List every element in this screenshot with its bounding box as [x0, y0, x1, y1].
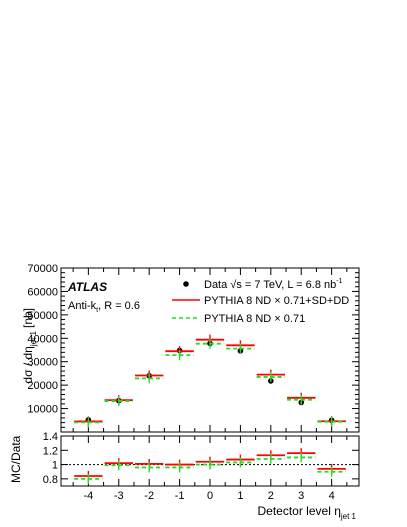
- x-axis-label-sub: jet 1: [340, 512, 357, 521]
- legend-data-label: Data √s = 7 TeV, L = 6.8 nb-1: [204, 278, 343, 291]
- main-y-tick-label: 70000: [27, 263, 58, 275]
- ratio-data-marks: [74, 448, 346, 484]
- main-y-axis-label-sub: jet 1: [29, 330, 38, 347]
- algo-label: Anti-kt, R = 0.6: [68, 300, 140, 314]
- x-tick-label: 1: [237, 490, 243, 502]
- legend: Data √s = 7 TeV, L = 6.8 nb-1 PYTHIA 8 N…: [172, 278, 349, 325]
- x-axis-label: Detector level ηjet 1: [258, 504, 357, 521]
- legend-data-marker: [183, 281, 189, 287]
- x-tick-label: 4: [329, 490, 335, 502]
- x-tick-label: -4: [83, 490, 93, 502]
- main-y-tick-label: 30000: [27, 357, 58, 369]
- x-tick-label: -3: [114, 490, 124, 502]
- x-tick-label: -2: [144, 490, 154, 502]
- legend-data-label-text: Data √s = 7 TeV, L = 6.8 nb: [204, 279, 336, 291]
- algo-label-rest: , R = 0.6: [98, 300, 140, 312]
- legend-nd-label: PYTHIA 8 ND × 0.71: [204, 313, 305, 325]
- main-y-axis-label: dσ / dηjet 1 [nb]: [21, 308, 38, 384]
- ratio-y-tick-label: 1.4: [43, 431, 58, 443]
- main-x-ticks: [72, 268, 348, 432]
- x-tick-label: -1: [175, 490, 185, 502]
- main-y-tick-label: 20000: [27, 380, 58, 392]
- ratio-x-ticks: -4 -3 -2 -1 0 1 2 3 4: [72, 436, 348, 502]
- ratio-y-ticks: 0.8 1 1.2 1.4: [43, 431, 359, 486]
- ratio-panel: 0.8 1 1.2 1.4 -4 -3 -2 -1 0 1 2 3 4 MC/Data Detecto…: [9, 431, 360, 521]
- x-tick-label: 0: [207, 490, 213, 502]
- ratio-y-tick-label: 1.2: [43, 445, 58, 457]
- ratio-y-axis-label: MC/Data: [9, 435, 23, 483]
- ratio-y-tick-label: 0.8: [43, 474, 58, 486]
- main-y-ticks: 10000 20000 30000 40000 50000 60000 70000: [27, 263, 359, 428]
- algo-label-text: Anti-k: [68, 300, 97, 312]
- main-panel: 10000 20000 30000 40000 50000 60000 70000 dσ /…: [21, 263, 360, 433]
- main-y-axis-label-unit: [nb]: [21, 308, 35, 328]
- main-y-axis-label-text: dσ / dη: [21, 346, 35, 383]
- main-y-tick-label: 40000: [27, 333, 58, 345]
- legend-sdd-label: PYTHIA 8 ND × 0.71+SD+DD: [204, 295, 349, 307]
- main-y-tick-label: 50000: [27, 310, 58, 322]
- x-axis-label-text: Detector level η: [258, 504, 341, 518]
- main-y-tick-label: 10000: [27, 404, 58, 416]
- x-tick-label: 2: [268, 490, 274, 502]
- atlas-label: ATLAS: [67, 280, 107, 294]
- x-tick-label: 3: [298, 490, 304, 502]
- ratio-y-tick-label: 1: [52, 460, 58, 472]
- main-data-marks: [74, 334, 346, 428]
- legend-data-label-sup: -1: [336, 278, 342, 285]
- algo-label-sub: t: [96, 307, 98, 314]
- main-y-tick-label: 60000: [27, 286, 58, 298]
